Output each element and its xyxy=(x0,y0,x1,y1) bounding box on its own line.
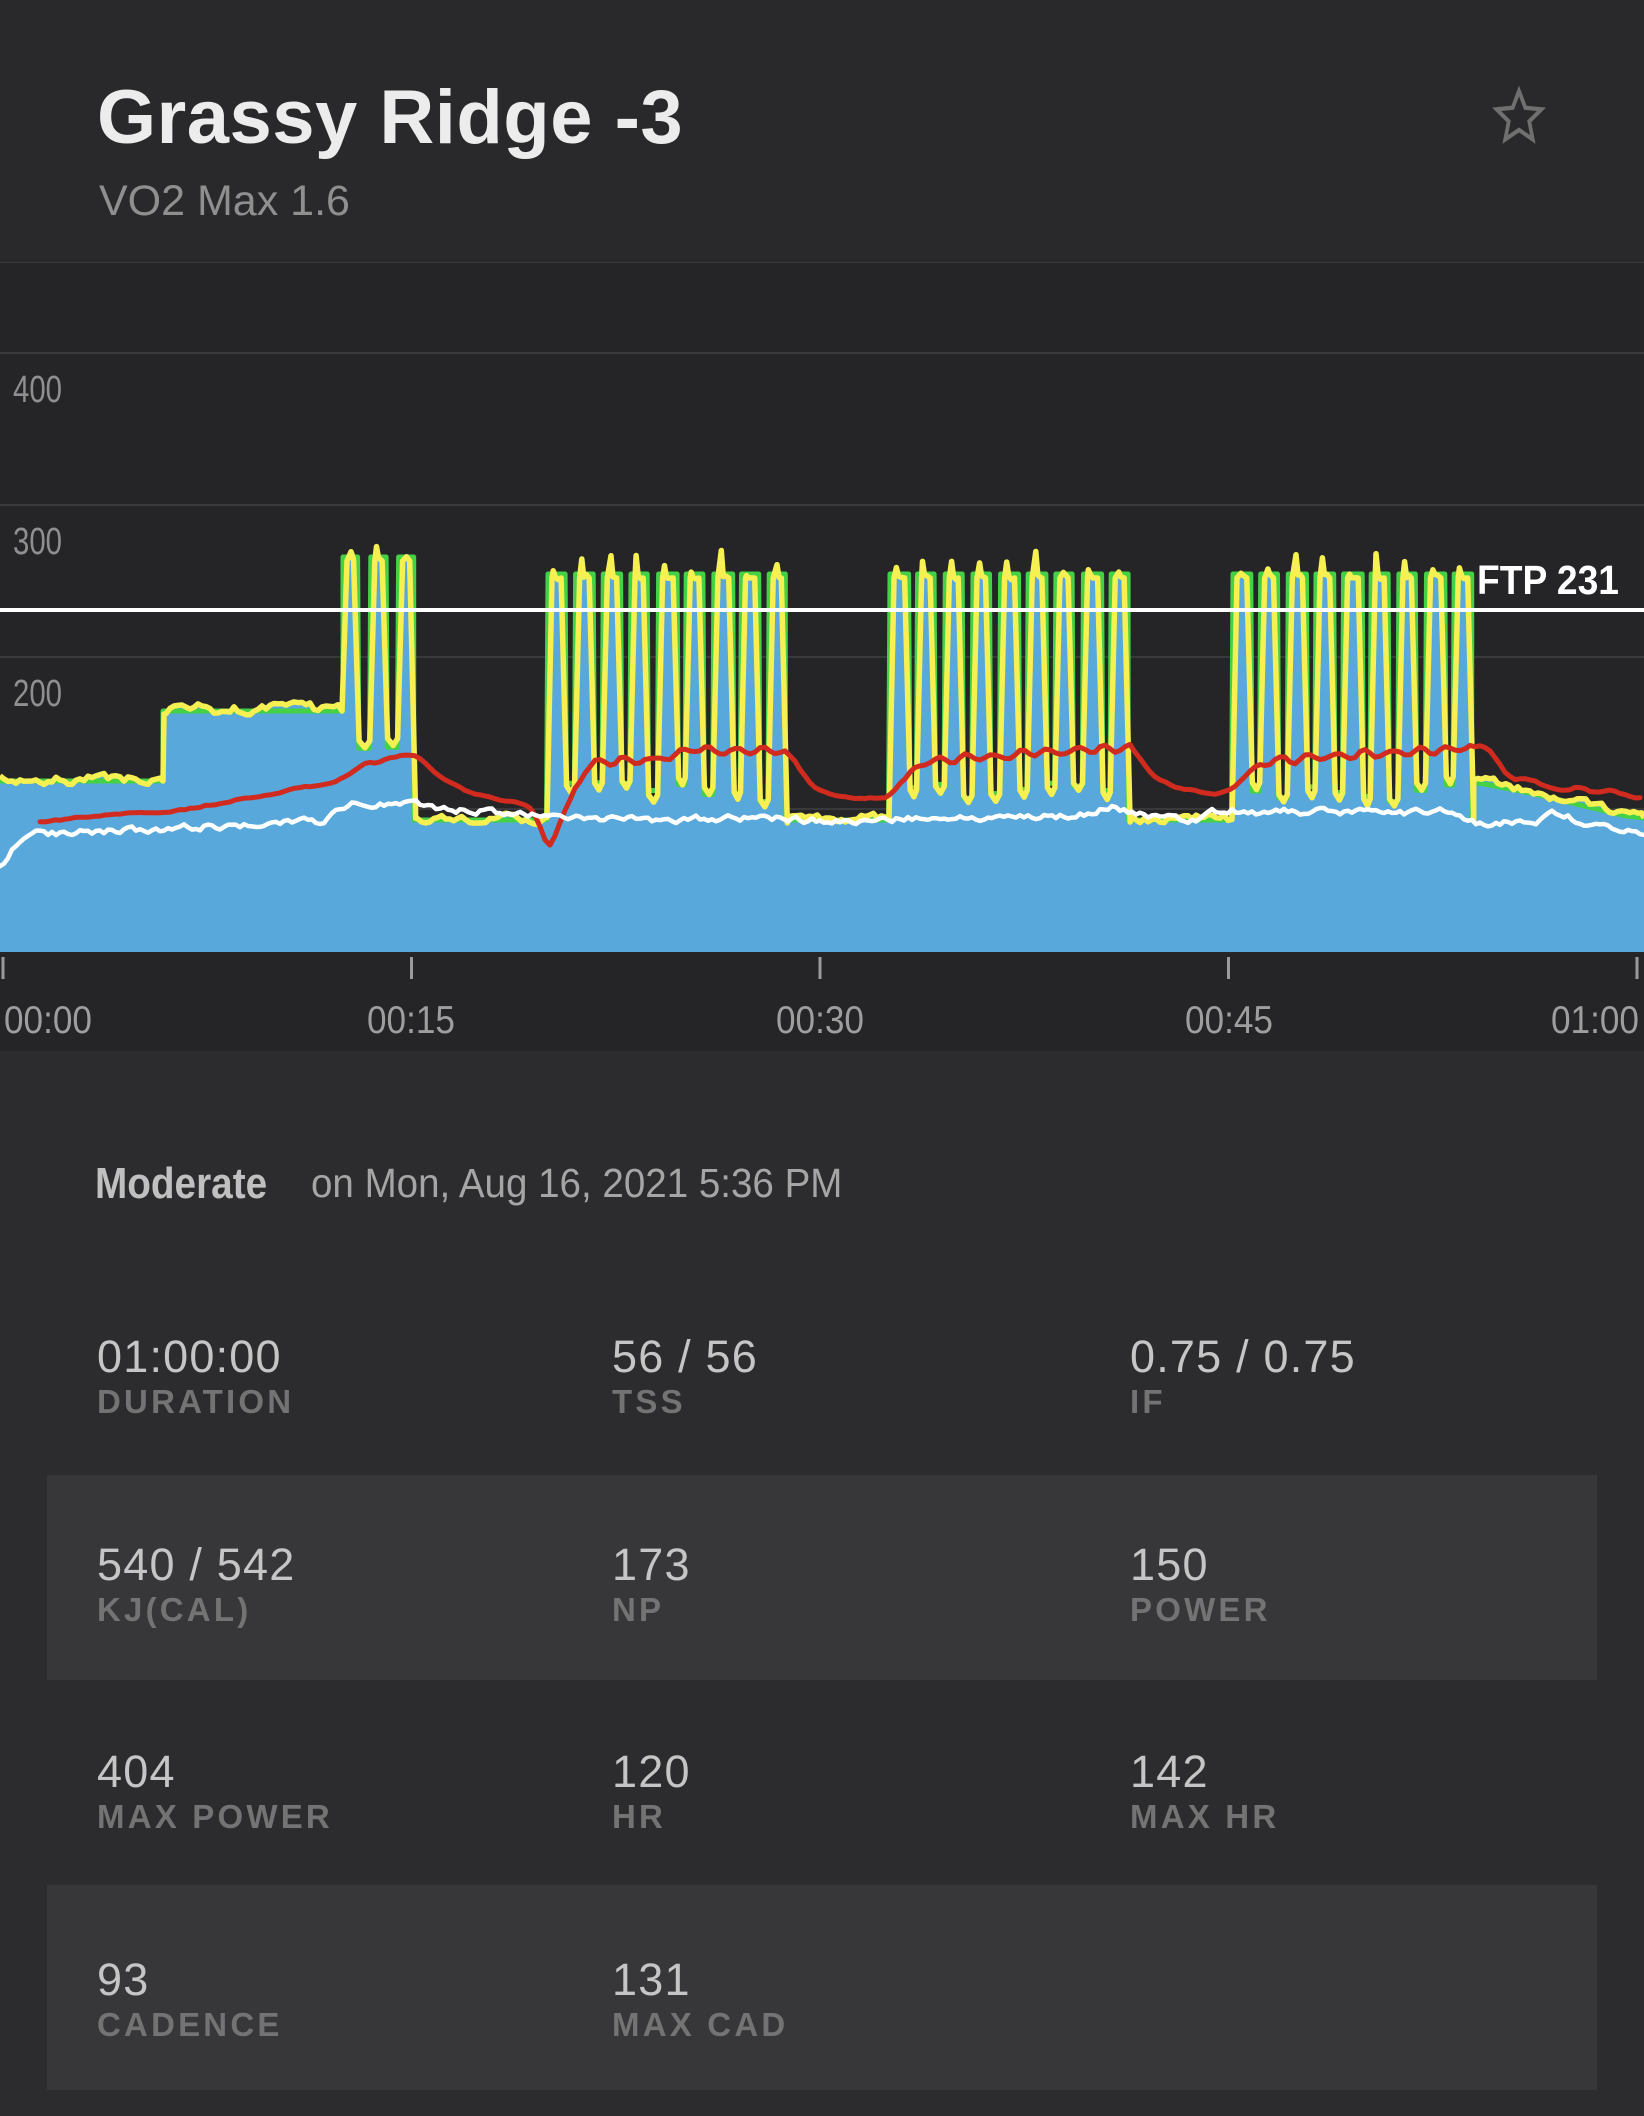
svg-text:00:15: 00:15 xyxy=(367,999,455,1042)
svg-text:00:30: 00:30 xyxy=(776,999,864,1042)
svg-text:FTP 231: FTP 231 xyxy=(1477,557,1619,603)
svg-text:01:00: 01:00 xyxy=(1551,999,1639,1042)
svg-text:300: 300 xyxy=(13,521,62,563)
svg-text:400: 400 xyxy=(13,369,62,411)
svg-text:00:45: 00:45 xyxy=(1185,999,1273,1042)
svg-text:00:00: 00:00 xyxy=(4,999,92,1042)
svg-text:200: 200 xyxy=(13,673,62,715)
